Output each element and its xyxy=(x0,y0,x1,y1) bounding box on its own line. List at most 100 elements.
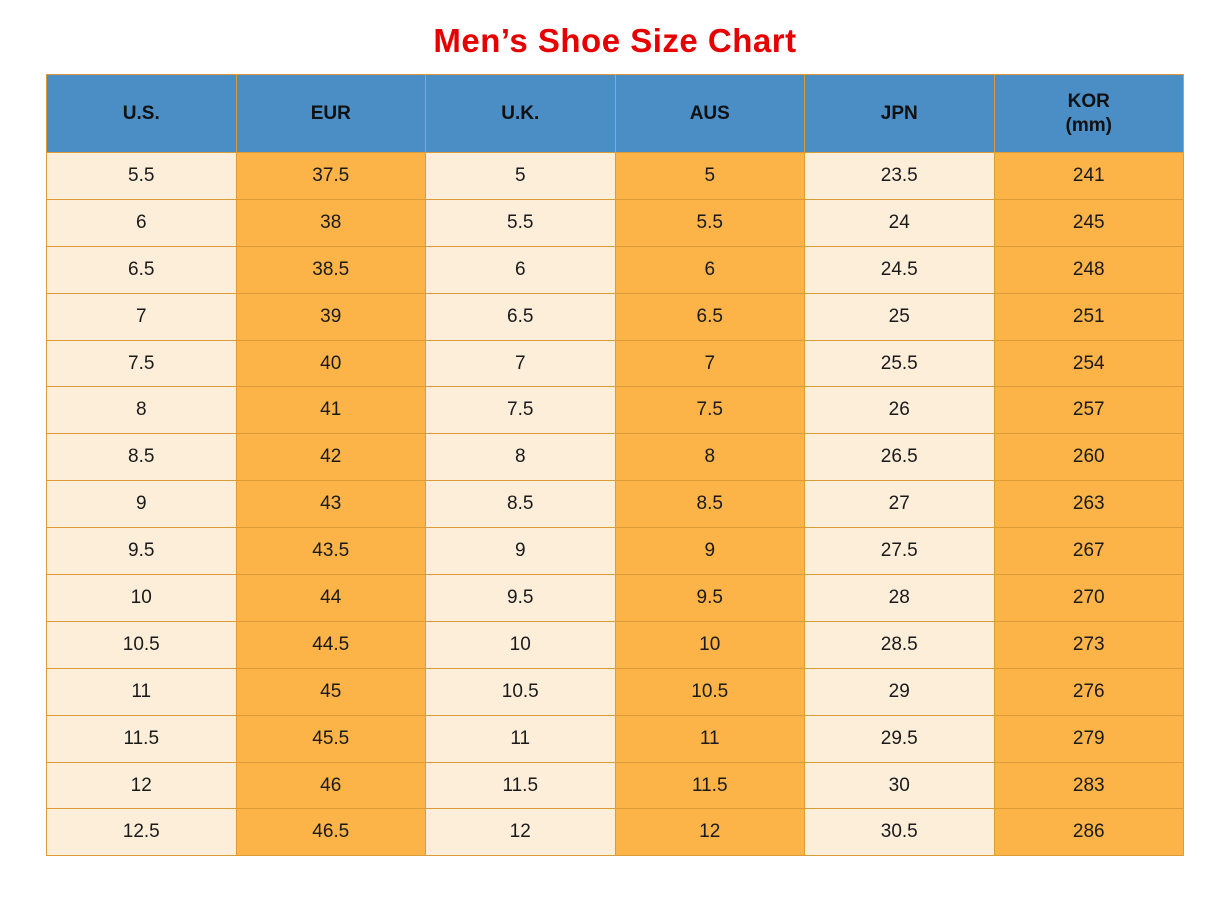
column-header-label: KOR xyxy=(1067,90,1110,112)
table-cell: 6 xyxy=(614,245,805,294)
table-cell: 11.5 xyxy=(614,761,805,810)
table-cell: 286 xyxy=(993,808,1184,857)
table-cell: 6 xyxy=(46,198,237,247)
table-cell: 11 xyxy=(614,714,805,763)
table-row: 9.5 43.5 9 9 27.5 267 xyxy=(46,527,1184,576)
table-row: 7 39 6.5 6.5 25 251 xyxy=(46,292,1184,341)
table-cell: 45 xyxy=(235,667,426,716)
table-cell: 8 xyxy=(614,433,805,482)
table-cell: 29 xyxy=(804,667,995,716)
table-cell: 10 xyxy=(614,620,805,669)
table-row: 8.5 42 8 8 26.5 260 xyxy=(46,433,1184,482)
column-header: EUR xyxy=(235,74,426,153)
table-cell: 11.5 xyxy=(46,714,237,763)
table-cell: 7.5 xyxy=(425,386,616,435)
table-cell: 11 xyxy=(46,667,237,716)
table-cell: 8.5 xyxy=(614,480,805,529)
column-header-label: AUS xyxy=(689,102,730,124)
column-header: U.K. xyxy=(425,74,616,153)
table-cell: 12 xyxy=(614,808,805,857)
table-header-row: U.S. EUR U.K. AUS JPN KOR (mm) xyxy=(46,74,1184,153)
table-row: 6 38 5.5 5.5 24 245 xyxy=(46,198,1184,247)
page-title: Men’s Shoe Size Chart xyxy=(433,22,797,59)
table-cell: 43.5 xyxy=(235,527,426,576)
column-header-sublabel: (mm) xyxy=(1065,114,1112,136)
table-cell: 38 xyxy=(235,198,426,247)
table-cell: 41 xyxy=(235,386,426,435)
table-cell: 27.5 xyxy=(804,527,995,576)
table-cell: 45.5 xyxy=(235,714,426,763)
table-cell: 10 xyxy=(46,574,237,622)
table-cell: 26 xyxy=(804,386,995,435)
table-cell: 257 xyxy=(993,386,1184,435)
table-cell: 270 xyxy=(993,574,1184,622)
table-cell: 6.5 xyxy=(46,245,237,294)
table-row: 8 41 7.5 7.5 26 257 xyxy=(46,386,1184,435)
table-cell: 9.5 xyxy=(614,574,805,622)
table-cell: 9.5 xyxy=(425,574,616,622)
shoe-size-table: U.S. EUR U.K. AUS JPN KOR (mm) 5.5 37.5 5 5 23.5 24… xyxy=(46,74,1184,857)
table-row: 11.5 45.5 11 11 29.5 279 xyxy=(46,714,1184,763)
table-header: U.S. EUR U.K. AUS JPN KOR (mm) xyxy=(46,74,1184,153)
table-cell: 5.5 xyxy=(46,152,237,200)
table-cell: 27 xyxy=(804,480,995,529)
table-row: 7.5 40 7 7 25.5 254 xyxy=(46,339,1184,388)
column-header-label: U.K. xyxy=(501,102,540,124)
column-header: AUS xyxy=(614,74,805,153)
table-cell: 30 xyxy=(804,761,995,810)
table-cell: 5 xyxy=(425,152,616,200)
table-cell: 6 xyxy=(425,245,616,294)
table-cell: 44 xyxy=(235,574,426,622)
table-cell: 8 xyxy=(46,386,237,435)
table-cell: 248 xyxy=(993,245,1184,294)
column-header-label: EUR xyxy=(310,102,351,124)
table-cell: 43 xyxy=(235,480,426,529)
table-body: 5.5 37.5 5 5 23.5 241 6 38 5.5 5.5 24 245 6.5 38.5 6 6 2… xyxy=(46,152,1184,857)
table-row: 10.5 44.5 10 10 28.5 273 xyxy=(46,620,1184,669)
table-cell: 30.5 xyxy=(804,808,995,857)
column-header-label: JPN xyxy=(880,102,918,124)
table-cell: 10 xyxy=(425,620,616,669)
table-cell: 10.5 xyxy=(46,620,237,669)
table-cell: 10.5 xyxy=(614,667,805,716)
table-cell: 38.5 xyxy=(235,245,426,294)
column-header: JPN xyxy=(804,74,995,153)
table-cell: 283 xyxy=(993,761,1184,810)
table-cell: 42 xyxy=(235,433,426,482)
table-row: 12 46 11.5 11.5 30 283 xyxy=(46,761,1184,810)
table-cell: 241 xyxy=(993,152,1184,200)
table-cell: 10.5 xyxy=(425,667,616,716)
table-cell: 267 xyxy=(993,527,1184,576)
table-cell: 273 xyxy=(993,620,1184,669)
column-header-label: U.S. xyxy=(122,102,160,124)
table-cell: 8 xyxy=(425,433,616,482)
table-cell: 5 xyxy=(614,152,805,200)
table-cell: 6.5 xyxy=(425,292,616,341)
table-cell: 12.5 xyxy=(46,808,237,857)
table-cell: 276 xyxy=(993,667,1184,716)
column-header: U.S. xyxy=(46,74,237,153)
table-cell: 28.5 xyxy=(804,620,995,669)
table-cell: 12 xyxy=(425,808,616,857)
table-cell: 39 xyxy=(235,292,426,341)
table-cell: 7.5 xyxy=(614,386,805,435)
table-row: 10 44 9.5 9.5 28 270 xyxy=(46,574,1184,622)
table-cell: 251 xyxy=(993,292,1184,341)
table-cell: 7 xyxy=(425,339,616,388)
table-cell: 46.5 xyxy=(235,808,426,857)
table-cell: 7.5 xyxy=(46,339,237,388)
table-cell: 9.5 xyxy=(46,527,237,576)
table-row: 6.5 38.5 6 6 24.5 248 xyxy=(46,245,1184,294)
table-cell: 263 xyxy=(993,480,1184,529)
table-row: 9 43 8.5 8.5 27 263 xyxy=(46,480,1184,529)
table-cell: 24.5 xyxy=(804,245,995,294)
table-cell: 8.5 xyxy=(46,433,237,482)
table-cell: 25.5 xyxy=(804,339,995,388)
table-cell: 5.5 xyxy=(425,198,616,247)
column-header: KOR (mm) xyxy=(993,74,1184,153)
table-cell: 24 xyxy=(804,198,995,247)
table-cell: 7 xyxy=(614,339,805,388)
table-cell: 5.5 xyxy=(614,198,805,247)
table-cell: 260 xyxy=(993,433,1184,482)
table-cell: 26.5 xyxy=(804,433,995,482)
